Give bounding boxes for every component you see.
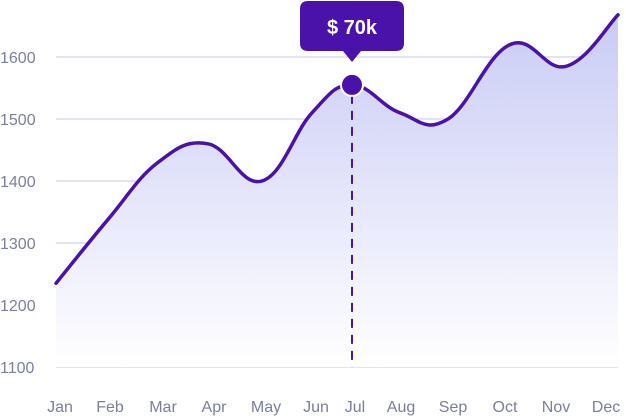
x-tick-label: Jul [345,399,365,416]
data-point-aug [397,110,403,116]
data-point-apr [205,141,211,147]
highlight-point[interactable] [340,72,364,97]
x-tick-label: Jun [303,399,329,416]
data-point-dec [615,12,621,18]
value-tooltip: $ 70k [300,1,404,62]
y-tick-label: 1400 [0,174,36,191]
x-tick-label: Oct [493,399,518,416]
x-tick-label: Aug [387,399,415,416]
series-area [56,14,618,368]
series-line [54,13,620,286]
y-tick-label: 1600 [0,50,36,67]
data-point-sep [445,116,451,122]
x-tick-label: May [251,399,281,416]
data-point-jun [309,110,315,116]
data-point-may [259,178,265,184]
data-point-nov [563,63,569,69]
x-tick-label: Dec [592,399,620,416]
y-tick-label: 1500 [0,112,36,129]
x-tick-label: Jan [47,399,73,416]
data-point-feb [105,216,111,222]
tooltip-bubble [300,1,404,62]
x-tick-label: Nov [542,399,570,416]
y-tick-label: 1300 [0,236,36,253]
x-tick-label: Mar [149,399,177,416]
data-point-jan [53,280,59,286]
x-axis-ticks: Jan Feb Mar Apr May Jun Jul Aug Sep Oct Nov Dec [47,399,620,416]
data-point-oct [507,42,513,48]
x-tick-label: Sep [439,399,468,416]
y-tick-label: 1100 [0,360,35,377]
x-tick-label: Apr [202,399,228,416]
x-tick-label: Feb [96,399,124,416]
tooltip-label: $ 70k [327,17,378,39]
y-tick-label: 1200 [0,298,36,315]
data-point-mar [155,159,161,165]
y-axis-ticks: 1100 1200 1300 1400 1500 1600 [0,50,36,377]
